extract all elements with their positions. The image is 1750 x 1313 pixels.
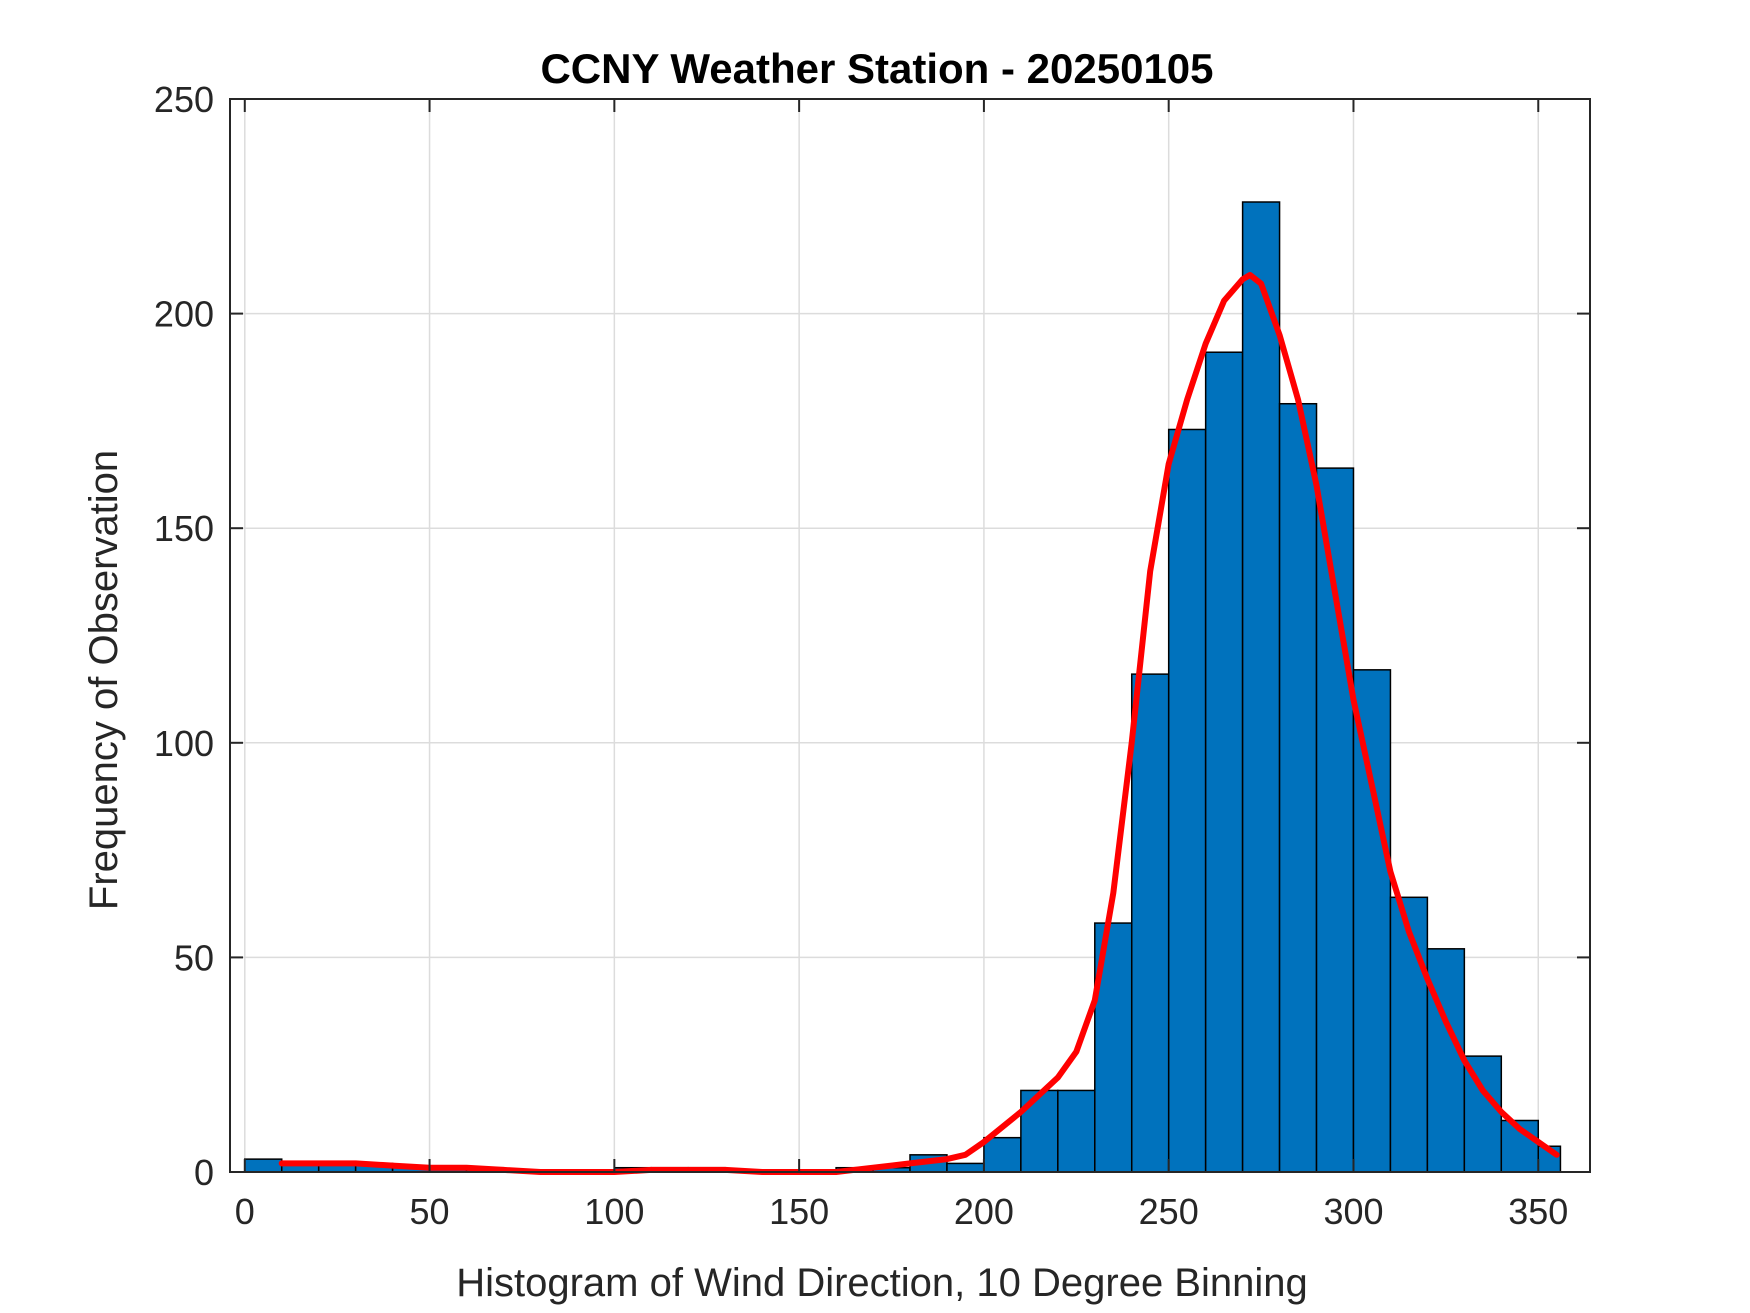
y-tick-label: 200	[154, 294, 214, 335]
x-tick-label: 350	[1508, 1191, 1568, 1232]
ticks-layer: 0 50 100 150 200 250 300 350 0 50 100 150 200 250	[154, 79, 1590, 1232]
histogram-bar	[1057, 1089, 1096, 1173]
histogram-bar	[1241, 201, 1281, 1173]
x-axis-label: Histogram of Wind Direction, 10 Degree B…	[456, 1261, 1308, 1305]
y-axis-label: Frequency of Observation	[82, 450, 126, 910]
x-tick-label: 150	[769, 1191, 829, 1232]
axes-frame	[229, 98, 1591, 1173]
histogram-bar	[1130, 673, 1170, 1173]
chart-title: CCNY Weather Station - 20250105	[540, 45, 1213, 92]
histogram-bar	[244, 1158, 283, 1173]
x-tick-label: 200	[954, 1191, 1014, 1232]
histogram-bar	[1167, 428, 1207, 1173]
histogram-bar	[1315, 467, 1355, 1173]
x-tick-label: 300	[1323, 1191, 1383, 1232]
y-tick-label: 50	[174, 937, 214, 978]
y-tick-label: 250	[154, 79, 214, 120]
histogram-bar	[1352, 669, 1392, 1173]
y-tick-label: 100	[154, 723, 214, 764]
x-tick-label: 250	[1139, 1191, 1199, 1232]
plot-box	[229, 98, 1591, 1173]
x-tick-label: 50	[410, 1191, 450, 1232]
histogram-bar	[1204, 351, 1244, 1173]
histogram-bar	[1278, 402, 1318, 1173]
x-tick-label: 0	[235, 1191, 255, 1232]
y-tick-label: 0	[194, 1152, 214, 1193]
histogram-bar	[1426, 948, 1466, 1173]
bars-layer	[244, 201, 1562, 1173]
histogram-bar	[946, 1162, 985, 1173]
histogram-bar	[983, 1136, 1022, 1173]
y-tick-label: 150	[154, 508, 214, 549]
x-tick-label: 100	[584, 1191, 644, 1232]
